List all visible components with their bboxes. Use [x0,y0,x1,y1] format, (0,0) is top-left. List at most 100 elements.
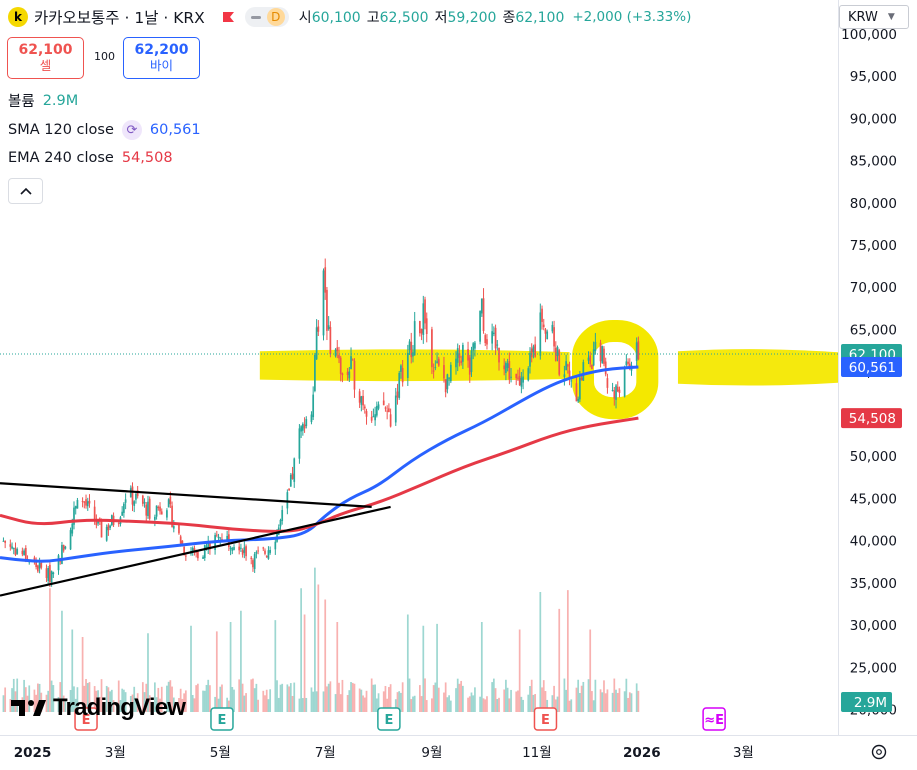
volume-bar [594,679,597,712]
volume-bar [38,683,41,712]
buy-label: 바이 [149,58,173,73]
candle-body [551,324,554,332]
volume-bar [217,698,220,712]
candle-body [289,474,292,487]
candle-body [615,385,617,400]
volume-bar [205,684,208,712]
earnings-event-1: E [210,707,234,731]
price-change: +2,000 (+3.33%) [572,9,692,25]
volume-bar [238,679,241,712]
candle-body [183,546,185,556]
volume-bar [334,694,337,712]
volume-bar [448,695,450,712]
candle-body [233,547,235,550]
candle-body [542,324,545,328]
volume-bar [36,683,39,712]
price-tick-label: 35,000 [850,576,897,592]
time-tick-label: 5월 [210,745,231,761]
time-tick-label: 2025 [14,745,52,761]
volume-bar [394,699,397,712]
candle-body [310,414,313,423]
volume-bar [628,692,631,712]
volume-bar [229,622,232,712]
volume-bar [166,685,168,712]
volume-bar [243,695,246,712]
collapse-legend-button[interactable] [8,178,43,204]
candle-body [400,365,402,372]
volume-bar [274,620,277,712]
candle-body [406,352,409,378]
earnings-event-0: E [74,707,98,731]
candle-body [601,346,604,364]
price-tick-label: 50,000 [850,449,897,465]
volume-bar [396,692,399,712]
volume-bar [484,699,487,712]
chart-settings-button[interactable] [871,744,887,760]
candle-body [250,557,253,559]
sell-button[interactable]: 62,100 셀 [7,37,84,79]
volume-axis-label: 2.9M [841,692,892,712]
candle-body [217,536,220,538]
time-axis[interactable]: 2025 3월 5월 7월 9월 11월 2026 3월 [14,745,754,761]
data-status-pill[interactable]: D [244,7,289,27]
volume-bar [121,688,124,712]
candle-body [207,541,210,550]
volume-bar [384,685,387,712]
volume-bar [508,698,511,712]
candle-body [422,303,425,336]
tradingview-logo[interactable]: TradingView [11,694,186,722]
candle-body [575,383,578,402]
candle-body [136,490,139,497]
gear-icon-center [876,749,882,755]
candle-body [172,526,175,529]
candle-body [191,547,194,552]
spread-value: 100 [94,50,115,63]
earnings-badge-label: ≈E [704,713,724,728]
volume-bar [551,695,554,712]
tradingview-mark-icon [11,700,46,716]
candle-body [372,416,375,418]
candle-body [281,510,284,521]
volume-bar [257,699,259,712]
volume-bar [503,689,506,712]
indicator-ema[interactable]: EMA 240 close 54,508 [8,150,173,166]
volume-bar [310,687,313,712]
candle-body [181,540,184,545]
volume-bar [12,678,15,712]
currency-select[interactable]: KRW ▼ [839,5,909,29]
volume-bar [59,682,62,712]
highlight-band-2 [677,349,838,386]
volume-bar [606,689,609,712]
volume-bar [322,691,325,712]
candle-body [155,505,158,517]
tradingview-logo-text: TradingView [53,694,186,721]
symbol-logo[interactable]: k [8,7,28,27]
candle-body [88,500,91,504]
candle-body [141,495,144,504]
candle-body [143,501,146,504]
price-tick-label: 65,000 [850,322,897,338]
volume-bar [518,629,521,712]
earnings-event-3: E [533,707,558,731]
sync-icon[interactable]: ⟳ [121,120,142,140]
candle-body [62,544,65,551]
price-tick-label: 30,000 [850,618,897,634]
flag-icon[interactable] [221,10,235,24]
candle-body [456,348,459,363]
candle-body [81,500,84,502]
candle-body [351,359,354,361]
sell-price: 62,100 [18,42,73,58]
candle-body [398,373,401,398]
volume-bar [197,683,199,712]
candle-body [460,360,463,364]
indicator-volume[interactable]: 볼륨 2.9M [8,90,78,111]
indicator-sma[interactable]: SMA 120 close ⟳ 60,561 [8,120,201,140]
earnings-badge-label: E [218,713,227,728]
price-tick-label: 90,000 [850,111,897,127]
buy-button[interactable]: 62,200 바이 [123,37,200,79]
candle-body [226,535,228,542]
volume-bar [443,692,445,712]
candle-body [394,395,397,423]
symbol-title[interactable]: 카카오보통주 · 1날 · KRX [34,9,205,27]
